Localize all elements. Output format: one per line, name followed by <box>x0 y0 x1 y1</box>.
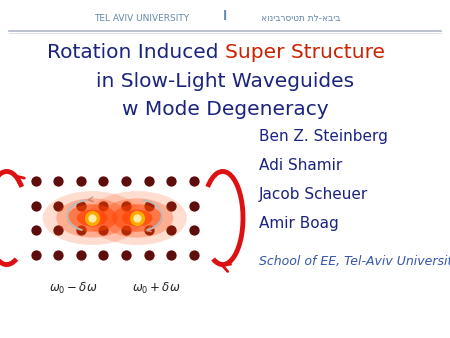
Point <box>145 203 152 209</box>
Point <box>122 252 130 258</box>
Point <box>32 178 39 184</box>
Circle shape <box>56 198 128 238</box>
Point <box>122 178 130 184</box>
Point <box>32 203 39 209</box>
Point <box>54 203 62 209</box>
Text: אוניברסיטת תל-אביב: אוניברסיטת תל-אביב <box>261 14 340 23</box>
Text: Ben Z. Steinberg: Ben Z. Steinberg <box>259 129 387 144</box>
Circle shape <box>84 214 100 222</box>
Text: $\omega_0 + \delta\omega$: $\omega_0 + \delta\omega$ <box>132 281 180 296</box>
Point <box>89 215 96 221</box>
Circle shape <box>67 204 117 232</box>
Point <box>168 203 175 209</box>
Text: Jacob Scheuer: Jacob Scheuer <box>259 187 368 202</box>
Point <box>122 203 130 209</box>
Point <box>145 178 152 184</box>
Circle shape <box>112 204 162 232</box>
Text: in Slow-Light Waveguides: in Slow-Light Waveguides <box>96 72 354 91</box>
Point <box>190 178 198 184</box>
Circle shape <box>77 210 108 226</box>
Point <box>145 252 152 258</box>
Circle shape <box>122 210 153 226</box>
Point <box>168 178 175 184</box>
Point <box>32 252 39 258</box>
Circle shape <box>88 191 187 245</box>
Text: w Mode Degeneracy: w Mode Degeneracy <box>122 100 328 119</box>
Point <box>77 203 85 209</box>
Point <box>190 227 198 233</box>
Text: Rotation Induced: Rotation Induced <box>47 43 225 62</box>
Point <box>89 215 96 221</box>
Text: Super Structure: Super Structure <box>225 43 385 62</box>
Point <box>145 227 152 233</box>
Text: TEL AVIV UNIVERSITY: TEL AVIV UNIVERSITY <box>94 14 189 23</box>
Point <box>77 252 85 258</box>
Circle shape <box>101 198 173 238</box>
Point <box>32 227 39 233</box>
Point <box>100 203 107 209</box>
Point <box>168 227 175 233</box>
Point <box>54 227 62 233</box>
Point <box>100 178 107 184</box>
Text: $\omega_0 - \delta\omega$: $\omega_0 - \delta\omega$ <box>49 281 98 296</box>
Point <box>54 178 62 184</box>
Circle shape <box>129 214 145 222</box>
Point <box>190 203 198 209</box>
Point <box>77 178 85 184</box>
Point <box>54 252 62 258</box>
Point <box>190 252 198 258</box>
Point <box>77 227 85 233</box>
Point <box>122 227 130 233</box>
Point <box>168 252 175 258</box>
Circle shape <box>43 191 142 245</box>
Text: ן: ן <box>223 7 227 20</box>
Point <box>100 252 107 258</box>
Point <box>100 227 107 233</box>
Text: School of EE, Tel-Aviv University: School of EE, Tel-Aviv University <box>259 256 450 268</box>
Text: Amir Boag: Amir Boag <box>259 216 338 231</box>
Point <box>134 215 141 221</box>
Text: Adi Shamir: Adi Shamir <box>259 158 342 173</box>
Point <box>134 215 141 221</box>
